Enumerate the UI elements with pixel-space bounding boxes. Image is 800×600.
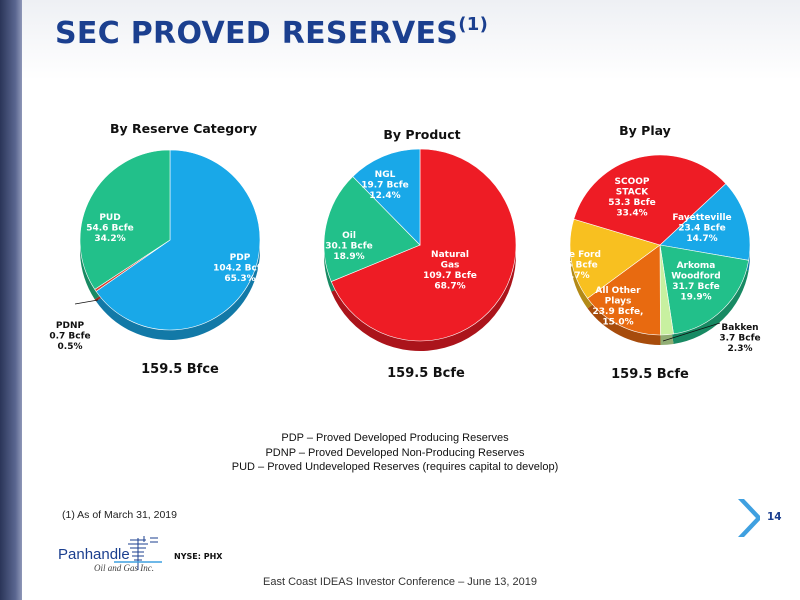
chart-title-product: By Product: [383, 127, 461, 142]
total-product: 159.5 Bcfe: [387, 366, 465, 381]
pie-slice-scoop-stack: [573, 154, 727, 246]
chart-title-reserve-category: By Reserve Category: [110, 121, 258, 136]
pie-slice-pud: [79, 149, 171, 290]
conference-footer: East Coast IDEAS Investor Conference – J…: [263, 576, 537, 588]
data-label-pdnp: PDNP 0.7 Bcfe 0.5%: [49, 321, 90, 352]
company-logo: Panhandle Oil and Gas Inc.: [58, 536, 168, 586]
title-superscript: (1): [458, 14, 489, 35]
data-label-fayetteville: Fayetteville 23.4 Bcfe 14.7%: [672, 213, 731, 244]
data-label-pud: PUD 54.6 Bcfe 34.2%: [86, 213, 134, 244]
data-label-oil: Oil 30.1 Bcfe 18.9%: [325, 231, 373, 262]
data-label-eagle-ford: Eagle Ford 23.5 Bcfe 14.7%: [547, 250, 601, 281]
ticker: NYSE: PHX: [174, 552, 223, 561]
data-label-pdp: PDP 104.2 Bcfe 65.3%: [213, 253, 267, 284]
pie-chart-play: Fayetteville 23.4 Bcfe 14.7% Arkoma Woodford…: [547, 154, 761, 354]
logo-subtitle: Oil and Gas Inc.: [94, 563, 154, 573]
total-reserve-category: 159.5 Bfce: [141, 362, 219, 377]
data-label-arkoma-woodford: Arkoma Woodford 31.7 Bcfe 19.9%: [671, 261, 720, 303]
data-label-natural-gas: Natural Gas 109.7 Bcfe 68.7%: [423, 250, 477, 292]
pie-slice-fayetteville: [659, 183, 751, 261]
header-band: [22, 0, 800, 80]
data-label-scoop-stack: SCOOP STACK 53.3 Bcfe 33.4%: [608, 177, 656, 219]
definitions: PDP – Proved Developed Producing Reserve…: [150, 431, 640, 475]
pie-slice-oil: [323, 176, 421, 282]
derrick-icon: [114, 536, 162, 570]
pie-chart-reserve-category: PDP 104.2 Bcfe 65.3% PDNP 0.7 Bcfe 0.5% PUD 54.…: [49, 149, 267, 352]
data-label-all-other-plays: All Other Plays 23.9 Bcfe, 15.0%: [593, 286, 644, 328]
pie-slice-eagle-ford: [569, 218, 661, 299]
slide-title: SEC PROVED RESERVES(1): [55, 14, 489, 51]
definition-pdnp: PDNP – Proved Developed Non-Producing Re…: [265, 446, 525, 459]
pie-slice-natural-gas: [330, 148, 517, 342]
data-label-bakken: Bakken 3.7 Bcfe 2.3%: [719, 323, 760, 354]
definition-pdp: PDP – Proved Developed Producing Reserve…: [281, 432, 509, 444]
chart-title-play: By Play: [619, 123, 671, 138]
leader-line-pdnp: [74, 299, 99, 305]
pie-slice-arkoma-woodford: [659, 244, 750, 335]
leader-line-bakken: [662, 322, 721, 342]
pie-slice-all-other-plays: [587, 244, 661, 336]
left-accent-bar: [0, 0, 22, 600]
total-play: 159.5 Bcfe: [611, 367, 689, 382]
pie-slice-ngl: [352, 148, 421, 246]
logo-name: Panhandle: [58, 546, 130, 563]
definition-pud: PUD – Proved Undeveloped Reserves (requi…: [231, 461, 559, 473]
pie-chart-product: Natural Gas 109.7 Bcfe 68.7% Oil 30.1 Bcfe 18.…: [323, 148, 517, 351]
chevron-right-icon: [738, 499, 760, 537]
pie-slice-pdp: [95, 149, 261, 331]
data-label-ngl: NGL 19.7 Bcfe 12.4%: [361, 170, 409, 201]
footnote: (1) As of March 31, 2019: [62, 509, 177, 521]
page-number: 14: [767, 511, 782, 523]
